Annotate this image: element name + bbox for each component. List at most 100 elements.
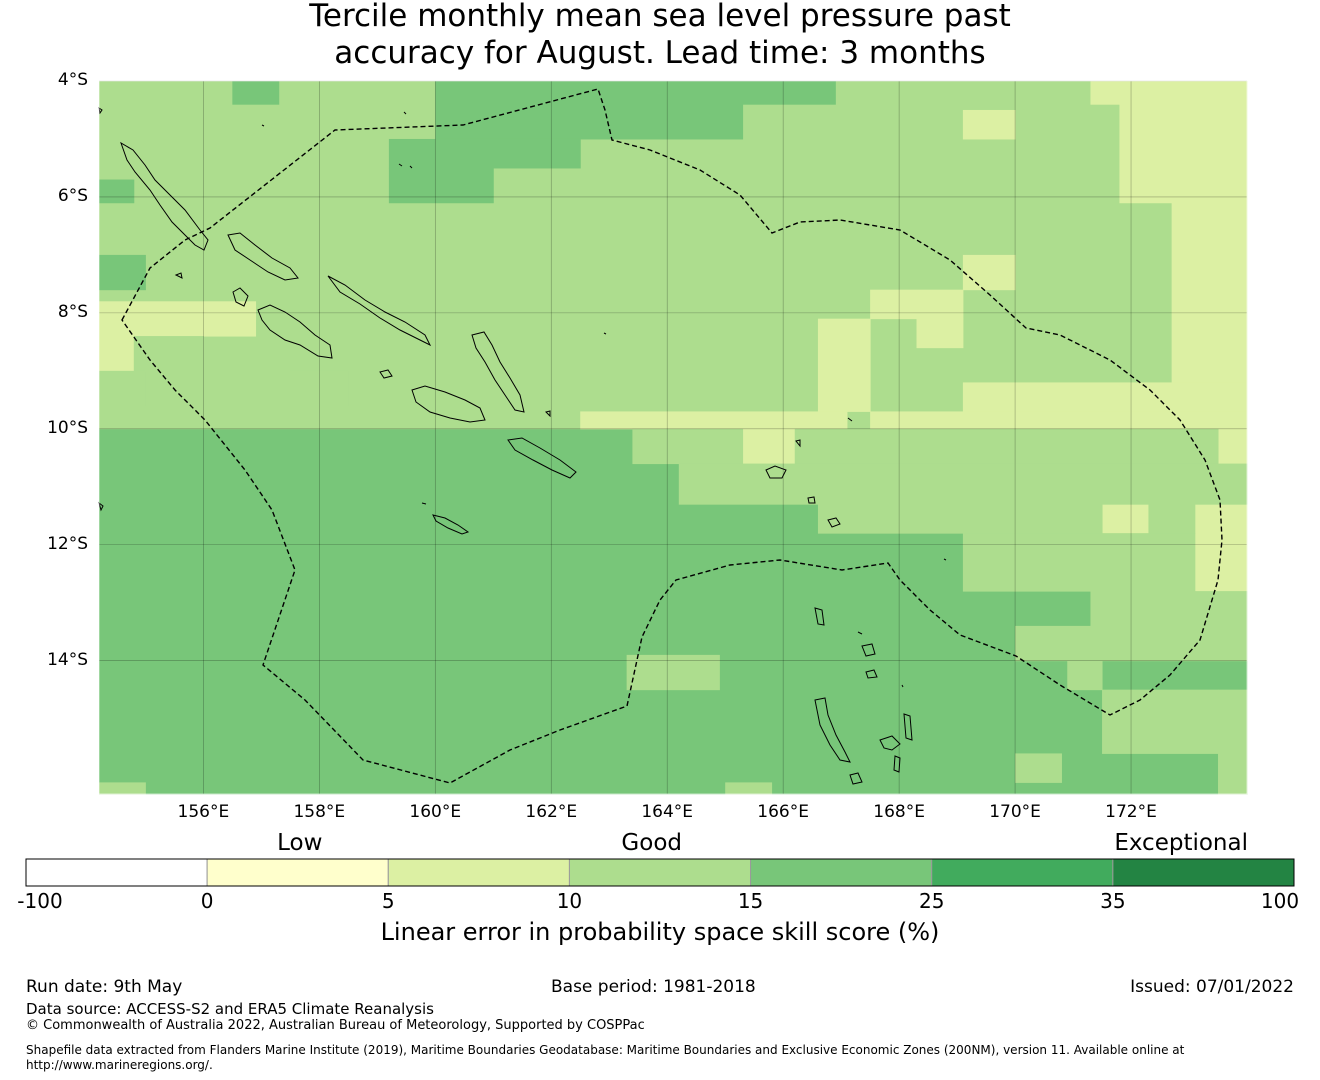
- colorbar-segment: [1112, 858, 1295, 887]
- lat-tick-label: 8°S: [57, 301, 88, 322]
- island-vanikoro: [807, 496, 816, 504]
- skill-cell: [817, 318, 871, 412]
- colorbar-tick-label: 35: [1100, 889, 1126, 913]
- islet-4: [174, 272, 183, 279]
- colorbar-segment: [206, 858, 389, 887]
- skill-cell: [626, 654, 720, 691]
- colorbar-frame: [25, 858, 1295, 887]
- colorbar-tick-label: 25: [918, 889, 945, 913]
- map-title-line-2: accuracy for August. Lead time: 3 months: [334, 35, 986, 71]
- islet-12: [857, 631, 863, 635]
- colorbar-tick-label: 15: [737, 889, 764, 913]
- skill-cell: [1218, 689, 1248, 795]
- island-bougainville: [120, 141, 209, 251]
- colorbar-segment: [931, 858, 1114, 887]
- island-vella-lavella: [232, 287, 249, 307]
- lon-tick-label: 162°E: [525, 802, 578, 822]
- island-makira: [507, 437, 577, 479]
- skill-cell: [1090, 591, 1248, 627]
- island-malaita: [471, 331, 525, 413]
- skill-cell: [435, 81, 744, 140]
- lon-tick-label: 172°E: [1105, 802, 1157, 822]
- islet-3: [398, 163, 413, 169]
- skill-grid: [99, 81, 1248, 795]
- colorbar-segment: [568, 858, 752, 887]
- skill-cell: [388, 138, 581, 169]
- colorbar-segment: [387, 858, 570, 887]
- lon-tick-label: 156°E: [177, 802, 230, 822]
- islet-10: [421, 502, 427, 505]
- skill-cell: [916, 318, 964, 349]
- skill-cell: [1102, 504, 1149, 534]
- islet-1: [261, 124, 265, 127]
- lon-tick-label: 164°E: [641, 802, 694, 822]
- island-ambrym: [849, 772, 863, 785]
- category-low-label: Low: [277, 830, 323, 856]
- eez-boundaries: [121, 88, 1223, 784]
- colorbar-tick-label: 5: [381, 889, 395, 913]
- skill-cell: [962, 382, 1248, 412]
- island-gaua: [861, 643, 876, 657]
- skill-cell: [388, 167, 494, 204]
- colorbar-tick-label: -100: [17, 889, 63, 913]
- skill-cell: [794, 428, 1219, 465]
- skill-cell: [678, 463, 1248, 505]
- lon-tick-label: 160°E: [409, 802, 462, 822]
- island-ambae: [865, 669, 878, 679]
- islet-west-edge-2: [98, 501, 104, 512]
- skill-cell: [1148, 504, 1196, 534]
- skill-cell: [1119, 104, 1173, 204]
- island-guadalcanal: [411, 385, 486, 423]
- island-pentecost: [893, 755, 901, 773]
- skill-cell: [870, 289, 964, 320]
- shapefile-credit: Shapefile data extracted from Flanders M…: [26, 1043, 1185, 1072]
- skill-cell: [133, 336, 204, 372]
- islet-8: [795, 439, 801, 448]
- skill-cell: [99, 782, 146, 795]
- island-maewo: [903, 713, 913, 741]
- lat-tick-label: 10°S: [47, 417, 88, 438]
- lon-tick-label: 170°E: [989, 802, 1041, 822]
- map-title-line-1: Tercile monthly mean sea level pressure …: [309, 0, 1011, 34]
- colorbar-label: Linear error in probability space skill …: [380, 918, 940, 946]
- skill-cell: [1015, 625, 1248, 662]
- lon-tick-label: 158°E: [293, 802, 346, 822]
- map-frame: [98, 80, 1248, 795]
- island-utupua: [827, 517, 841, 528]
- data-source: Data source: ACCESS-S2 and ERA5 Climate …: [26, 1000, 434, 1018]
- skill-cell: [962, 254, 1016, 291]
- lon-tick-label: 168°E: [873, 802, 925, 822]
- skill-cell: [962, 533, 1196, 592]
- copyright: © Commonwealth of Australia 2022, Austra…: [26, 1018, 645, 1033]
- islet-west-edge-1: [98, 106, 103, 115]
- lat-tick-label: 4°S: [57, 70, 88, 90]
- island-espiritu-santo: [814, 697, 851, 763]
- skill-cell: [99, 254, 146, 291]
- skill-cell: [1218, 428, 1248, 465]
- skill-cell: [99, 370, 146, 407]
- islet-9: [847, 417, 853, 422]
- skill-cell: [742, 428, 796, 465]
- island-vanua-lava: [814, 607, 825, 626]
- category-good-label: Good: [621, 830, 682, 856]
- islet-13: [901, 684, 904, 688]
- colorbar: [25, 858, 1295, 887]
- islet-11: [943, 558, 947, 561]
- skill-cell: [1090, 81, 1248, 105]
- skill-cell: [1194, 504, 1248, 592]
- islet-6: [603, 332, 607, 335]
- skill-cell: [1067, 660, 1103, 691]
- skill-cell: [290, 370, 349, 407]
- skill-cell: [632, 428, 744, 465]
- category-exceptional-label: Exceptional: [1114, 830, 1248, 856]
- skill-cell: [1015, 753, 1062, 783]
- base-period: Base period: 1981-2018: [551, 977, 756, 997]
- lat-tick-label: 12°S: [47, 533, 88, 554]
- colorbar-segment: [25, 858, 208, 887]
- skill-cell: [232, 81, 280, 105]
- colorbar-segment: [750, 858, 933, 887]
- skill-cell: [1102, 689, 1219, 754]
- skill-cell: [580, 411, 848, 430]
- lat-tick-label: 14°S: [47, 649, 88, 670]
